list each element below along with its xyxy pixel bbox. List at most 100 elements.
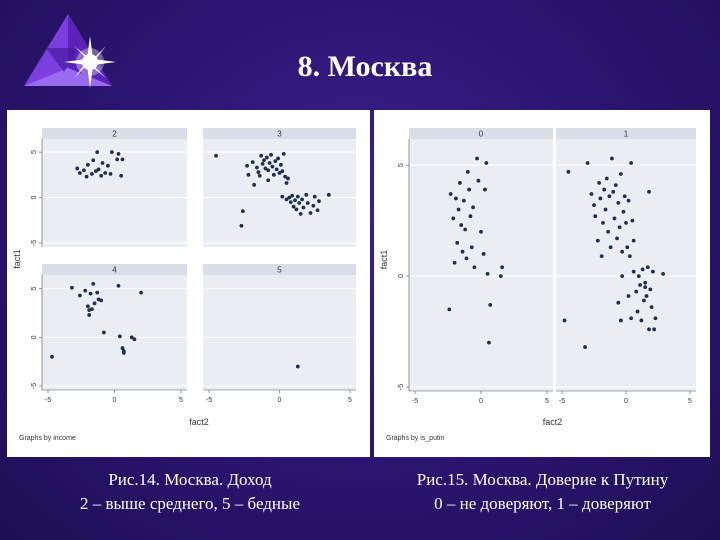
data-point	[461, 198, 466, 203]
star-burst-icon	[64, 36, 116, 88]
data-point	[297, 201, 302, 205]
data-point	[326, 192, 331, 197]
plot-area	[409, 139, 553, 391]
data-point	[626, 294, 631, 298]
data-point	[638, 283, 642, 287]
x-axis-title: fact2	[189, 417, 209, 427]
data-point	[245, 163, 249, 168]
x-tick-label: 5	[545, 398, 549, 405]
data-point	[120, 346, 125, 350]
data-point	[599, 254, 604, 259]
data-point	[273, 159, 278, 164]
x-tick-label: 0	[624, 398, 628, 405]
data-point	[642, 298, 646, 303]
data-point	[301, 205, 306, 210]
data-point	[271, 172, 276, 177]
data-point	[287, 195, 292, 200]
data-point	[481, 252, 486, 256]
data-point	[471, 205, 475, 210]
data-point	[267, 161, 272, 165]
facet-panel-2: 2 -5 0 5	[31, 128, 187, 247]
data-point	[455, 240, 460, 245]
data-point	[280, 169, 285, 174]
facet-panel-1: 1 -5 0 5	[556, 128, 696, 405]
data-point	[647, 189, 651, 194]
data-point	[116, 152, 121, 156]
data-point	[622, 194, 627, 199]
data-point	[469, 245, 474, 250]
chart-note: Graphs by is_putin	[386, 435, 444, 442]
data-point	[214, 153, 218, 158]
data-point	[82, 168, 86, 173]
data-point	[583, 345, 587, 349]
data-point	[629, 161, 634, 165]
data-point	[629, 316, 634, 321]
data-point	[653, 316, 658, 321]
chart-note: Graphs by income	[19, 435, 76, 442]
data-point	[618, 318, 623, 323]
data-point	[631, 238, 636, 243]
facet-strip	[42, 264, 187, 275]
data-point	[259, 153, 264, 158]
y-tick-label: 0	[398, 274, 405, 278]
data-point	[281, 152, 286, 156]
data-point	[452, 260, 457, 265]
data-point	[239, 223, 244, 228]
data-point	[500, 265, 505, 270]
data-point	[607, 194, 612, 199]
data-point	[616, 300, 621, 305]
data-point	[120, 157, 125, 162]
plot-area	[556, 139, 696, 391]
data-point	[103, 171, 108, 175]
data-point	[485, 271, 490, 276]
data-point	[459, 223, 464, 227]
data-point	[257, 173, 262, 178]
data-point	[256, 170, 261, 174]
data-point	[99, 298, 104, 303]
caption-legend: 0 – не доверяют, 1 – доверяют	[434, 494, 651, 513]
data-point	[305, 201, 310, 205]
y-tick-label: 0	[31, 195, 38, 199]
data-point	[86, 304, 90, 309]
data-point	[625, 245, 630, 250]
data-point	[132, 337, 137, 342]
caption-legend: 2 – выше среднего, 5 – бедные	[79, 494, 300, 513]
data-point	[269, 152, 273, 157]
y-tick-label: -5	[398, 384, 405, 390]
data-point	[624, 220, 628, 225]
data-point	[483, 187, 487, 192]
data-point	[286, 176, 290, 181]
x-tick-label: 5	[348, 397, 352, 404]
data-point	[93, 169, 98, 174]
data-point	[119, 173, 124, 178]
x-tick-label: -5	[206, 397, 212, 404]
data-point	[266, 168, 271, 173]
data-point	[650, 269, 655, 274]
facet-strip	[203, 264, 356, 275]
data-point	[602, 187, 607, 192]
caption-figure-14: Рис.14. Москва. Доход 2 – выше среднего,…	[30, 468, 350, 516]
data-point	[266, 178, 271, 183]
y-tick-label: 5	[31, 287, 38, 291]
data-point	[279, 162, 283, 167]
data-point	[615, 236, 619, 241]
data-point	[639, 318, 644, 323]
data-point	[454, 196, 458, 201]
x-tick-label: -5	[45, 397, 51, 404]
data-point	[597, 181, 602, 185]
data-point	[626, 198, 631, 203]
facet-label: 0	[479, 130, 484, 139]
data-point	[92, 301, 97, 306]
data-point	[610, 156, 614, 161]
data-point	[475, 156, 479, 161]
x-tick-label: -5	[412, 398, 418, 405]
scatter-matrix-income: 2 -5 0 5 3 4 -5 0 5 -5 0 5 5 -5 0 5 fact2 fact1 Graphs by …	[12, 128, 356, 442]
data-point	[464, 256, 469, 261]
data-point	[139, 290, 144, 295]
data-point	[463, 227, 468, 232]
data-point	[649, 305, 654, 310]
data-point	[635, 309, 640, 314]
data-point	[598, 196, 603, 201]
chart-putin: 0 -5 0 5 -5 0 5 1 -5 0 5 fact2 fact1 Graphs by is_put…	[374, 110, 710, 457]
facet-label: 2	[112, 130, 117, 139]
